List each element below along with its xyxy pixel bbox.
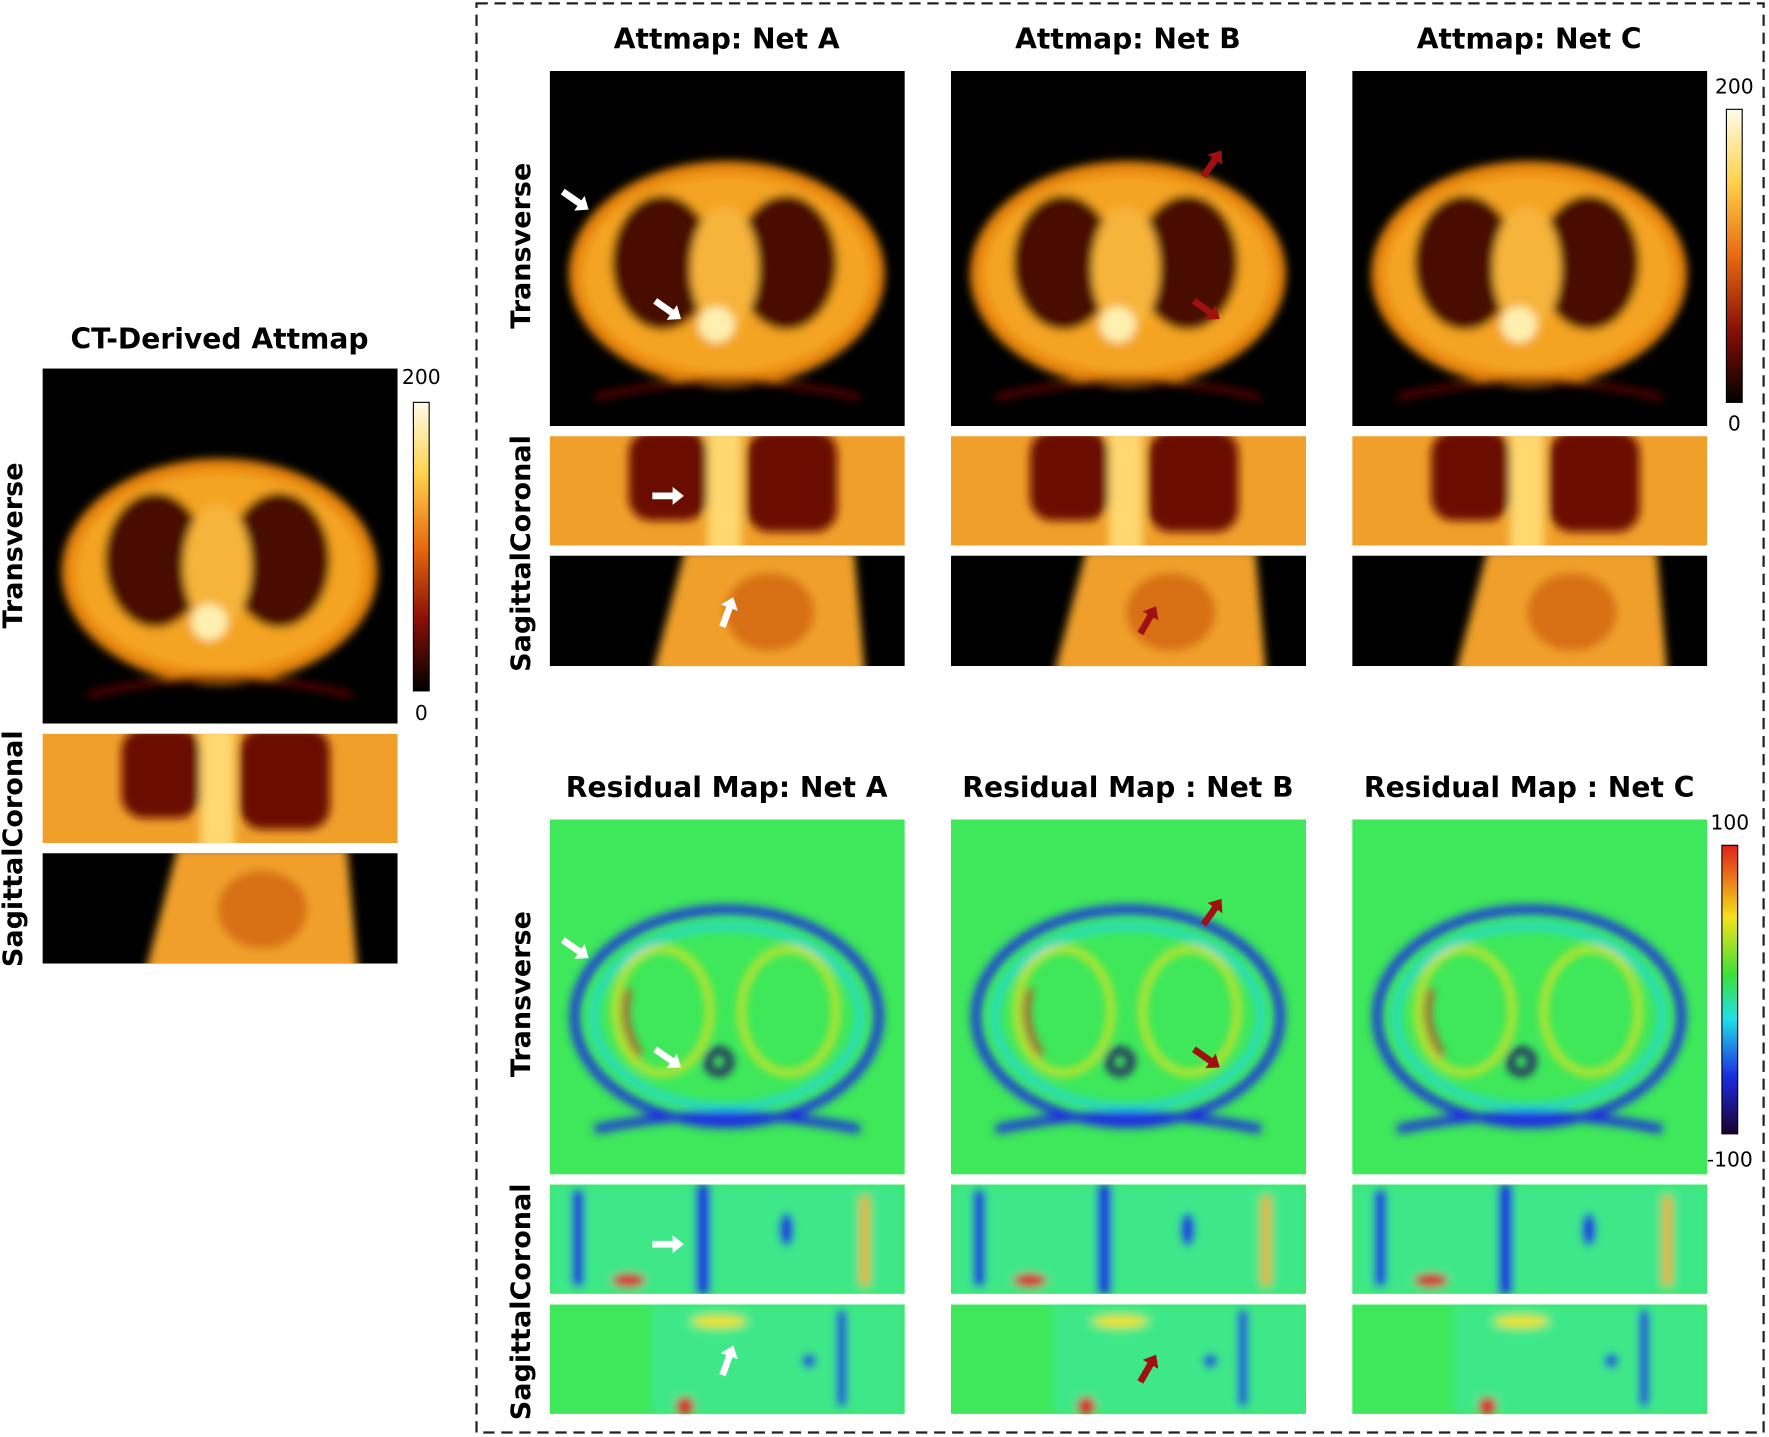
row-label: Transverse xyxy=(506,163,537,329)
colorbar xyxy=(412,401,430,692)
image xyxy=(550,71,905,426)
colorbar-label: 200 xyxy=(402,365,441,389)
image xyxy=(951,1305,1306,1415)
panel-title: CT-Derived Attmap xyxy=(71,322,369,355)
row-label: Sagittal xyxy=(506,552,537,672)
image xyxy=(43,369,398,724)
image xyxy=(1352,819,1707,1174)
row-label: Coronal xyxy=(0,730,29,847)
image xyxy=(550,431,905,555)
colorbar xyxy=(1721,844,1739,1135)
row-label: Transverse xyxy=(506,911,537,1077)
panel-title: Attmap: Net C xyxy=(1417,23,1642,56)
panel-title: Residual Map : Net B xyxy=(962,771,1293,804)
image xyxy=(951,819,1306,1174)
row-label: Transverse xyxy=(0,462,29,628)
row-label: Coronal xyxy=(506,1183,537,1300)
image xyxy=(550,819,905,1174)
panel-title: Residual Map : Net C xyxy=(1364,771,1694,804)
image xyxy=(951,550,1306,680)
image xyxy=(951,71,1306,426)
panel-title: Residual Map: Net A xyxy=(566,771,888,804)
colorbar-label: 0 xyxy=(415,701,428,725)
image xyxy=(43,848,398,978)
image xyxy=(43,728,398,852)
colorbar-label: -100 xyxy=(1707,1147,1753,1171)
image xyxy=(1352,71,1707,426)
row-label: Coronal xyxy=(506,435,537,552)
colorbar-label: 200 xyxy=(1715,74,1754,98)
colorbar xyxy=(1725,108,1743,403)
image xyxy=(1352,1305,1707,1415)
image xyxy=(951,1185,1306,1294)
image xyxy=(1352,431,1707,555)
panel-title: Attmap: Net B xyxy=(1015,23,1241,56)
image xyxy=(951,431,1306,555)
colorbar-label: 0 xyxy=(1728,411,1741,435)
row-label: Sagittal xyxy=(506,1301,537,1421)
image xyxy=(1352,1185,1707,1294)
row-label: Sagittal xyxy=(0,847,29,967)
colorbar-label: 100 xyxy=(1710,810,1749,834)
image xyxy=(550,1185,905,1294)
panel-border xyxy=(475,2,1765,1434)
image xyxy=(1352,550,1707,680)
panel-title: Attmap: Net A xyxy=(614,23,840,56)
